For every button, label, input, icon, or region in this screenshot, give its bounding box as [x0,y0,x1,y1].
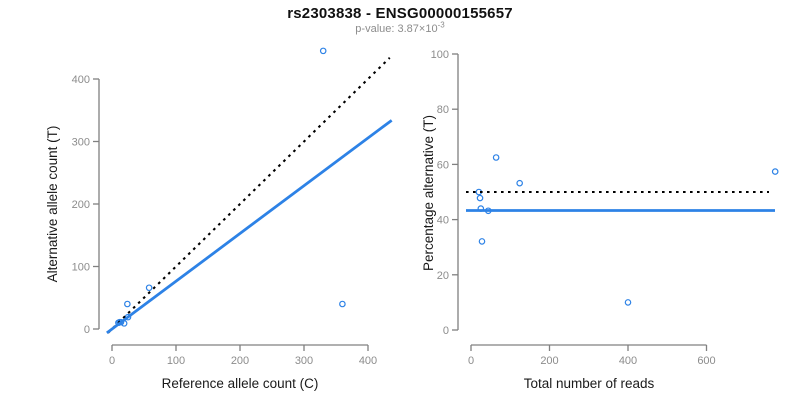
identity-line [107,56,391,334]
chart-subtitle: p-value: 3.87×10-3 [0,20,800,35]
data-point [492,154,500,161]
y-tick-label: 100 [431,49,449,61]
y-tick-label: 80 [437,104,449,116]
data-point [771,168,779,175]
data-point [476,194,484,202]
pvalue-exponent: -3 [437,20,445,30]
y-tick-label: 0 [443,325,449,337]
data-point [478,238,486,245]
data-point [516,179,523,187]
y-axis-title: Alternative allele count (T) [45,126,60,283]
y-tick-label: 40 [437,215,449,227]
x-tick-label: 400 [619,355,637,367]
y-tick-label: 60 [437,159,449,171]
y-tick-label: 0 [84,324,90,336]
fit-line [106,119,393,334]
x-tick-label: 300 [295,355,313,367]
x-tick-label: 0 [109,355,115,367]
data-point [624,299,632,306]
chart-title: rs2303838 - ENSG00000155657 [287,5,513,22]
y-tick-label: 300 [72,137,90,149]
pvalue-text: p-value: 3.87×10 [355,23,438,35]
x-tick-label: 200 [231,355,249,367]
x-tick-label: 600 [697,355,715,367]
x-axis-title: Total number of reads [524,376,655,391]
data-point [145,284,153,292]
y-tick-label: 100 [72,262,90,274]
right-panel: 0 20 40 60 80 100 0 200 400 600 Total number of re… [421,49,779,391]
y-axis-title: Percentage alternative (T) [421,115,436,271]
x-axis-title: Reference allele count (C) [162,376,319,391]
x-tick-label: 100 [167,355,185,367]
y-tick-label: 20 [437,270,449,282]
data-point [319,47,327,55]
data-point [124,300,131,308]
left-panel: 0 100 200 300 400 0 100 200 300 400 Reference alle… [45,47,393,391]
x-tick-label: 200 [540,355,558,367]
data-point [339,300,346,308]
y-tick-label: 400 [72,74,90,86]
y-tick-label: 200 [72,199,90,211]
x-tick-label: 0 [468,355,474,367]
x-tick-label: 400 [359,355,377,367]
